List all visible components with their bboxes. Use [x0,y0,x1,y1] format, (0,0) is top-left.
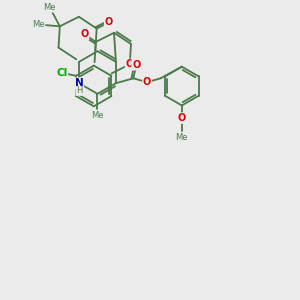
Text: N: N [75,78,83,88]
Text: H: H [76,86,82,95]
Text: Me: Me [44,3,56,12]
Text: O: O [143,77,151,87]
Text: O: O [178,113,186,123]
Text: O: O [105,17,113,28]
Text: O: O [132,60,140,70]
Text: O: O [80,29,88,39]
Text: Me: Me [91,111,104,120]
Text: Me: Me [32,20,45,29]
Text: Me: Me [176,133,188,142]
Text: O: O [126,59,134,69]
Text: Cl: Cl [56,68,67,78]
